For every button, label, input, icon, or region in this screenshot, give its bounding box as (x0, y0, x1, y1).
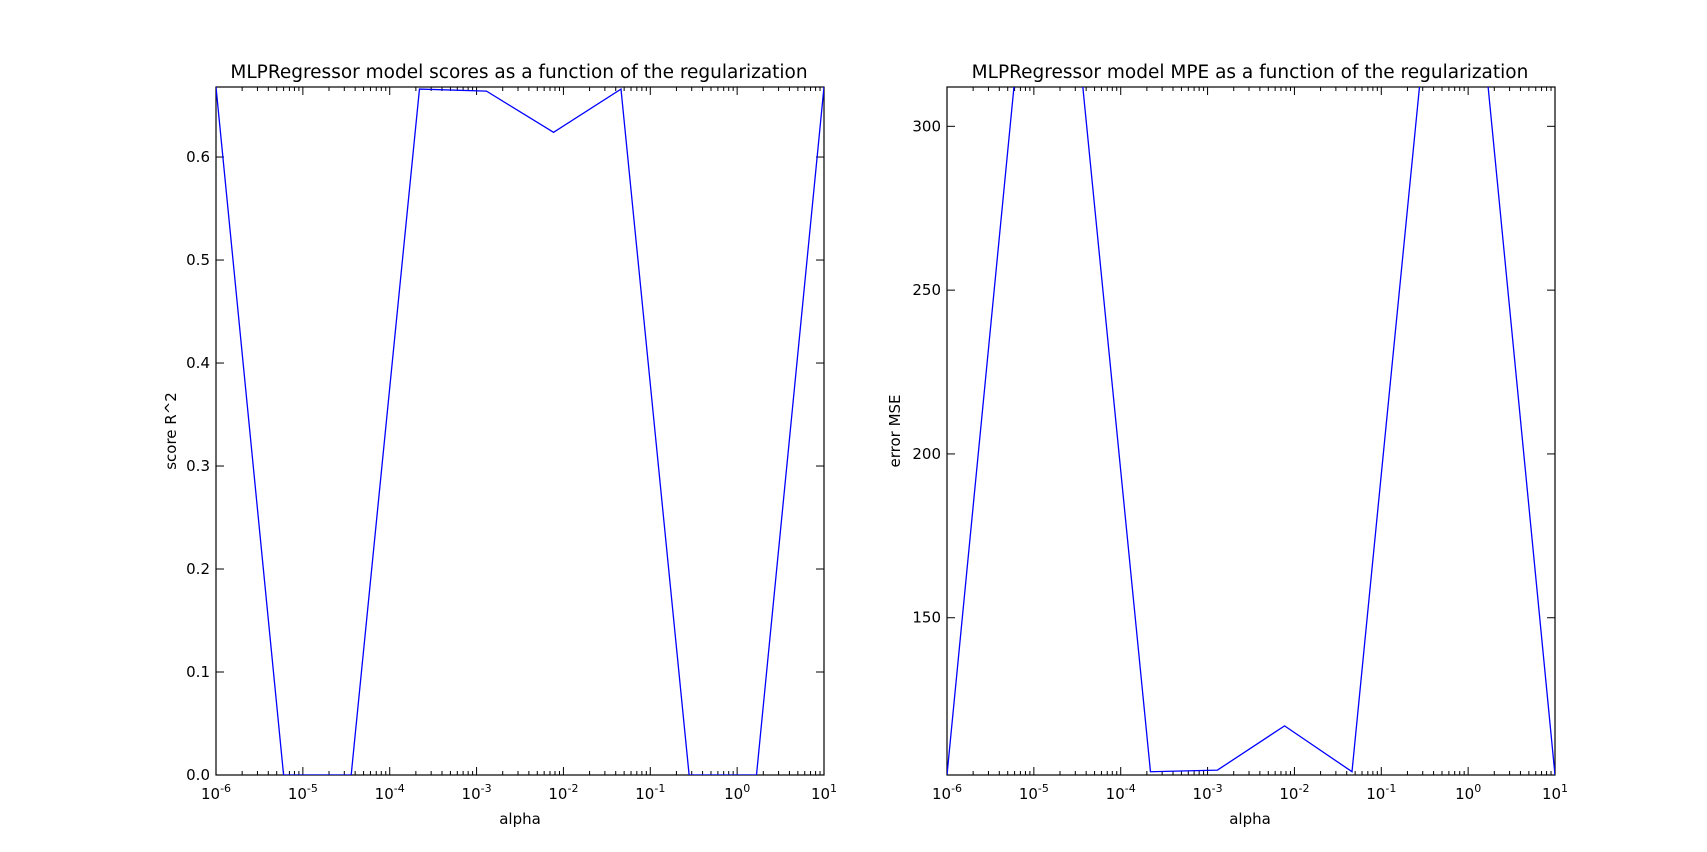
score-y-tick-label: 0.2 (186, 560, 210, 578)
mse-x-tick-label: 10-6 (932, 782, 962, 803)
mse-x-tick-label: 10-1 (1366, 782, 1396, 803)
mse-chart: MLPRegressor model MPE as a function of … (886, 62, 1568, 828)
mse-x-tick-label: 10-4 (1106, 782, 1136, 803)
score-y-tick-label: 0.6 (186, 148, 210, 166)
score-x-tick-label: 10-1 (635, 782, 665, 803)
mse-y-tick-label: 300 (912, 117, 941, 135)
score-y-tick-label: 0.3 (186, 457, 210, 475)
score-chart-title: MLPRegressor model scores as a function … (230, 62, 807, 83)
score-x-tick-label: 100 (724, 782, 750, 803)
score-y-tick-label: 0.4 (186, 354, 210, 372)
score-x-tick-label: 10-3 (462, 782, 492, 803)
score-x-tick-label: 10-4 (375, 782, 405, 803)
mse-x-ticks: 10-6 10-5 10-4 10-3 10-2 10-1 100 101 (932, 87, 1568, 803)
mse-x-tick-label: 101 (1542, 782, 1568, 803)
score-series-line (216, 87, 824, 775)
score-y-tick-label: 0.1 (186, 663, 210, 681)
mse-chart-title: MLPRegressor model MPE as a function of … (972, 62, 1529, 83)
mse-y-ticks: 150 200 250 300 (912, 117, 1555, 627)
score-chart: MLPRegressor model scores as a function … (162, 62, 837, 828)
score-y-ticks: 0.0 0.1 0.2 0.3 0.4 0.5 0.6 (186, 148, 824, 784)
mse-y-tick-label: 150 (912, 609, 941, 627)
mse-y-tick-label: 200 (912, 445, 941, 463)
score-x-tick-label: 10-6 (201, 782, 231, 803)
mse-x-axis-label: alpha (1229, 810, 1271, 828)
score-plot-area (215, 86, 825, 776)
score-x-tick-label: 101 (811, 782, 837, 803)
mse-series-line (947, 87, 1555, 775)
score-y-axis-label: score R^2 (162, 392, 180, 470)
mse-x-tick-label: 100 (1455, 782, 1481, 803)
score-x-tick-label: 10-2 (548, 782, 578, 803)
score-x-tick-label: 10-5 (288, 782, 318, 803)
mse-x-tick-label: 10-3 (1193, 782, 1223, 803)
mse-x-tick-label: 10-5 (1019, 782, 1049, 803)
mse-y-axis-label: error MSE (886, 394, 904, 467)
mse-plot-area (946, 86, 1556, 776)
score-x-axis-label: alpha (499, 810, 541, 828)
score-y-tick-label: 0.0 (186, 766, 210, 784)
score-y-tick-label: 0.5 (186, 251, 210, 269)
mse-y-tick-label: 250 (912, 281, 941, 299)
score-x-ticks: 10-6 10-5 10-4 10-3 10-2 10-1 100 101 (201, 87, 837, 803)
mse-x-tick-label: 10-2 (1279, 782, 1309, 803)
